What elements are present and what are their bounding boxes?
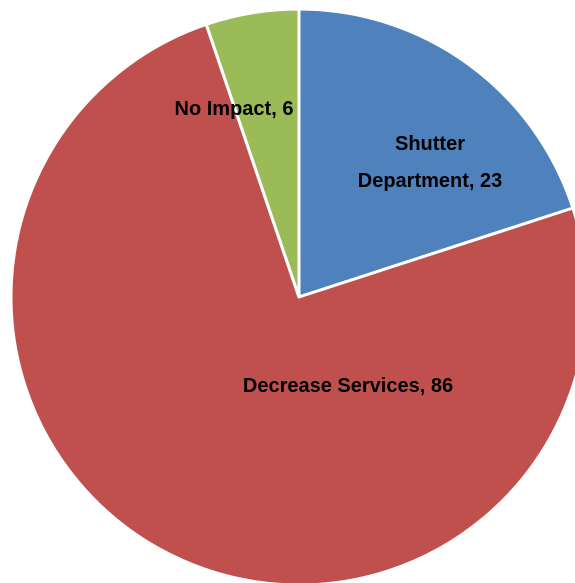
pie-labels: Shutter Department, 23 Decrease Services, … [175, 98, 503, 397]
data-label-shutter-department: Shutter Department, 23 [358, 133, 503, 192]
data-label-no-impact: No Impact, 6 [175, 98, 294, 120]
pie-slice-shutter-department [297, 7, 575, 299]
data-label-decrease-services: Decrease Services, 86 [243, 375, 453, 397]
pie-slice-decrease-services [9, 22, 575, 583]
pie-slices [9, 7, 575, 583]
pie-slice-no-impact [204, 7, 301, 299]
